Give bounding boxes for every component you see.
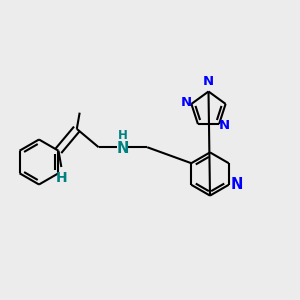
Text: N: N [203, 75, 214, 88]
Text: N: N [230, 177, 243, 192]
Text: H: H [56, 171, 67, 184]
Text: N: N [180, 96, 191, 109]
Text: N: N [116, 141, 129, 156]
Text: N: N [219, 119, 230, 132]
Text: H: H [118, 129, 128, 142]
